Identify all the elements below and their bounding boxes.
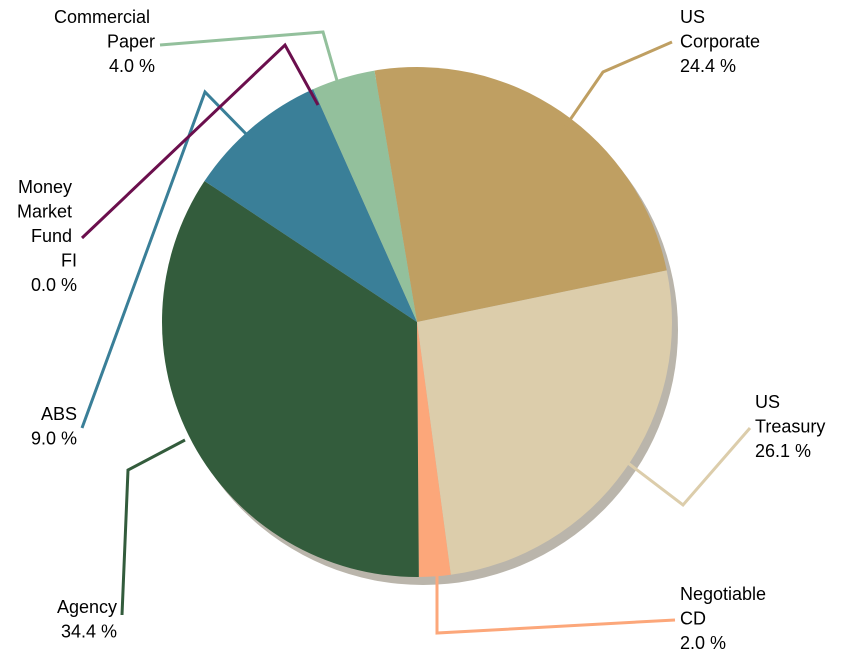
value-label: 4.0 % <box>109 56 155 76</box>
leader-line <box>561 40 673 131</box>
leader-line <box>80 42 320 240</box>
slice-label: Negotiable CD <box>680 584 771 629</box>
value-label: 26.1 % <box>755 441 811 461</box>
value-label: 0.0 % <box>31 275 77 295</box>
pie-slice <box>417 322 451 577</box>
value-label: 9.0 % <box>31 428 77 448</box>
pie-slice <box>417 270 672 575</box>
slice-label: Agency <box>57 597 117 617</box>
slice-label: Commercial Paper <box>54 7 155 52</box>
slice-label: US Treasury <box>755 392 825 437</box>
pie-slice <box>204 89 417 322</box>
value-label: 34.4 % <box>61 621 117 641</box>
leader-line <box>435 575 676 635</box>
slice-label: US Corporate <box>680 7 760 52</box>
pie-slice <box>161 181 419 577</box>
slice-label: Money Market Fund FI <box>17 177 77 271</box>
leader-line <box>627 427 752 508</box>
value-label: 2.0 % <box>680 633 726 653</box>
leader-line <box>80 89 254 429</box>
leader-line <box>120 438 186 616</box>
slice-label: ABS <box>41 404 77 424</box>
leader-line <box>159 30 344 99</box>
pie-slice <box>313 70 417 322</box>
pie-slice <box>374 66 667 322</box>
value-label: 24.4 % <box>680 56 736 76</box>
